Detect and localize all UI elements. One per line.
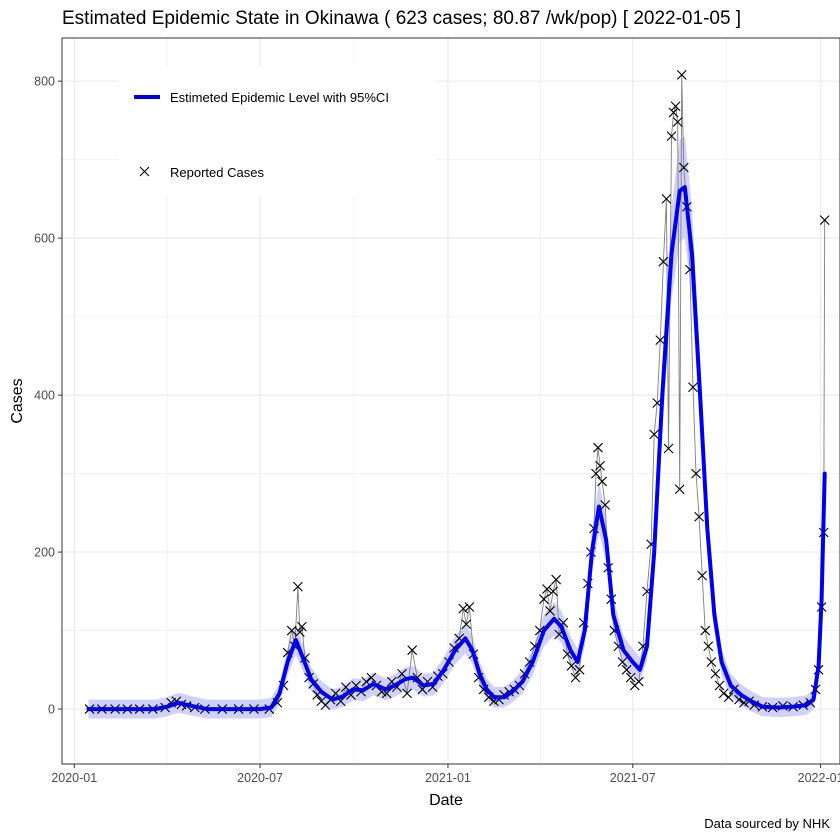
reported-case-point: [545, 606, 555, 616]
reported-case-point: [663, 443, 674, 454]
reported-case-point: [655, 335, 666, 346]
estimate-line: [86, 185, 827, 712]
y-tick-label: 600: [34, 232, 55, 246]
reported-case-point: [694, 511, 704, 522]
reported-case-point: [407, 645, 418, 656]
reported-case-point: [542, 584, 552, 594]
reported-case-point: [402, 688, 412, 699]
x-tick-label: 2021-01: [425, 771, 471, 785]
reported-case-point: [292, 581, 303, 592]
reported-case-point: [458, 603, 469, 614]
reported-case-point: [661, 194, 672, 204]
x-tick-label: 2020-01: [51, 771, 97, 785]
reported-case-point: [625, 672, 636, 683]
reported-case-point: [666, 131, 677, 141]
y-tick-label: 800: [34, 75, 55, 89]
reported-case-point: [691, 468, 701, 479]
reported-case-point: [600, 500, 611, 510]
reported-case-point: [591, 468, 601, 479]
reported-case-point: [595, 460, 605, 471]
reported-case-point: [658, 256, 669, 267]
legend-label-reported: Reported Cases: [170, 165, 264, 180]
reported-case-point: [700, 625, 711, 636]
reported-case-point: [674, 484, 685, 495]
x-axis-title: Date: [429, 792, 463, 809]
reported-case-point: [678, 162, 689, 173]
legend-background: [118, 66, 436, 196]
reported-case-point: [688, 382, 698, 393]
reported-cases-line: [89, 74, 826, 710]
reported-case-point: [574, 664, 585, 675]
reported-case-point: [710, 668, 721, 679]
x-axis: 2020-01 2020-07 2021-01 2021-07 2022-01: [51, 764, 840, 785]
y-tick-label: 200: [34, 546, 55, 560]
reported-case-point: [464, 602, 475, 612]
panel-border: [61, 37, 840, 765]
reported-case-point: [539, 594, 549, 605]
reported-case-point: [670, 101, 681, 112]
reported-case-point: [672, 117, 683, 127]
reported-case-point: [551, 574, 562, 585]
reported-case-point: [566, 661, 577, 671]
reported-case-point: [633, 676, 644, 687]
reported-case-point: [461, 619, 472, 630]
x-tick-label: 2021-07: [610, 771, 656, 785]
y-axis: 0 200 400 600 800: [34, 75, 62, 717]
y-tick-label: 400: [34, 389, 55, 403]
reported-case-point: [593, 442, 603, 453]
reported-case-point: [617, 657, 628, 667]
x-tick-label: 2020-07: [237, 771, 283, 785]
reported-case-point: [703, 641, 714, 652]
reported-case-point: [723, 692, 734, 703]
reported-case-point: [697, 570, 708, 581]
reported-case-point: [397, 668, 407, 679]
reported-case-point: [621, 664, 632, 675]
reported-case-point: [295, 627, 305, 638]
reported-case-point: [714, 680, 725, 691]
reported-case-point: [548, 586, 558, 597]
chart-title: Estimated Epidemic State in Okinawa ( 62…: [62, 8, 741, 29]
caption: Data sourced by NHK: [704, 816, 830, 831]
x-tick-label: 2022-01: [798, 771, 840, 785]
legend: Estimeted Epidemic Level with 95%CI Repo…: [118, 66, 436, 196]
reported-case-point: [668, 107, 679, 118]
reported-case-point: [676, 69, 687, 80]
reported-cases-path: [89, 74, 826, 710]
reported-case-point: [366, 672, 377, 683]
reported-case-point: [297, 621, 307, 632]
legend-point-swatch: [139, 166, 150, 177]
reported-case-point: [286, 625, 297, 636]
reported-case-point: [649, 429, 660, 440]
reported-case-point: [819, 215, 830, 225]
legend-label-estimate: Estimeted Epidemic Level with 95%CI: [170, 90, 389, 105]
y-axis-title: Cases: [9, 378, 26, 423]
y-tick-label: 0: [48, 703, 55, 717]
reported-case-point: [706, 657, 717, 667]
estimate-path: [86, 185, 827, 712]
reported-case-point: [597, 476, 607, 487]
reported-case-point: [570, 672, 581, 683]
reported-case-point: [718, 688, 729, 699]
